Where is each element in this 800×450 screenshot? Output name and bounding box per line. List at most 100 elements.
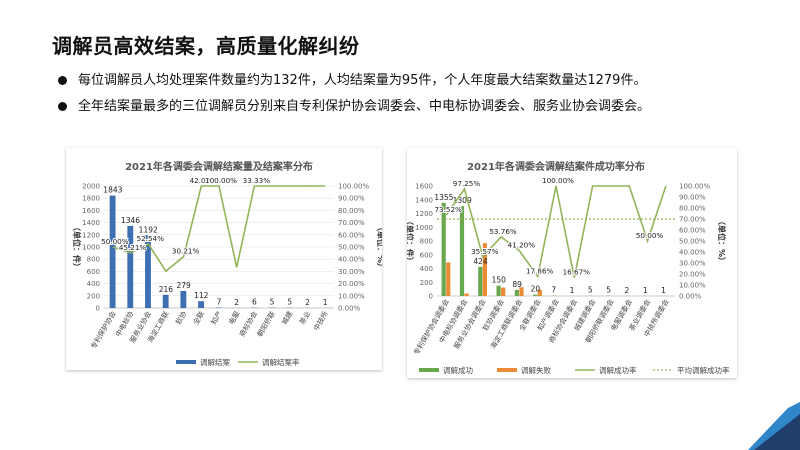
y-tick-label-left: 400 (87, 280, 100, 288)
y-tick-label-right: 10.00% (679, 282, 706, 290)
rate-value-label: 100.00% (542, 176, 574, 185)
bar (180, 290, 187, 308)
bar-value-label: 7 (551, 286, 556, 295)
y-axis-label-left: （单位：件） (72, 223, 82, 271)
bar-value-label: 279 (176, 281, 191, 290)
y-tick-label-left: 200 (420, 279, 433, 287)
bar (478, 266, 483, 296)
y-tick-label-right: 60.00% (338, 231, 365, 239)
bar (501, 287, 506, 296)
bar-value-label: 1309 (453, 196, 472, 205)
rate-value-label: 45.21% (119, 243, 147, 252)
bar-value-label: 89 (512, 280, 522, 289)
bar-value-label: 112 (194, 291, 209, 300)
legend-label: 平均调解成功率 (677, 365, 730, 375)
bar-value-label: 5 (270, 298, 275, 307)
category-label: 软协 (174, 310, 189, 327)
bar-value-label: 2 (234, 298, 239, 307)
y-tick-label-left: 200 (87, 292, 100, 300)
bar (519, 287, 524, 296)
bar-value-label: 1 (570, 286, 575, 295)
rate-value-label: 50.00% (101, 237, 129, 246)
y-tick-label-right: 10.00% (338, 292, 365, 300)
rate-value-label: 50.00% (636, 231, 664, 240)
rate-value-label: 16.67% (563, 268, 591, 277)
bar (198, 301, 204, 308)
legend-swatch (176, 360, 196, 364)
chart-success-svg: 2021年各调委会调解结案件成功率分布020040060080010001200… (407, 160, 730, 375)
bar-value-label: 1 (643, 286, 648, 295)
bar (446, 262, 451, 296)
y-tick-label-right: 90.00% (679, 194, 706, 202)
rate-value-label: 42.08% (190, 176, 218, 185)
bar-value-label: 1 (323, 298, 328, 307)
bar (127, 225, 134, 308)
y-tick-label-left: 800 (87, 256, 100, 264)
y-tick-label-right: 70.00% (679, 216, 706, 224)
y-tick-label-right: 40.00% (679, 249, 706, 257)
category-label: 全联 (191, 310, 206, 327)
bar-value-label: 2 (305, 298, 310, 307)
bullet-list: 每位调解员人均处理案件数量约为132件，人均结案量为95件，个人年度最大结案数量… (58, 68, 778, 120)
y-tick-label-right: 100.00% (679, 183, 710, 191)
y-tick-label-left: 1200 (415, 210, 433, 218)
bullet-dot-icon (58, 76, 67, 85)
bar (464, 293, 469, 296)
y-tick-label-left: 800 (420, 238, 433, 246)
page-title: 调解员高效结案，高质量化解纠纷 (52, 34, 360, 58)
bar (162, 294, 169, 308)
rate-value-label: 33.33% (243, 176, 271, 185)
y-tick-label-right: 0.00% (338, 305, 361, 313)
bar-value-label: 1 (661, 286, 666, 295)
y-tick-label-left: 600 (420, 251, 433, 259)
bar (145, 235, 151, 308)
category-label: 城建 (280, 310, 295, 327)
rate-value-label: 53.76% (489, 227, 517, 236)
bar (109, 195, 116, 308)
rate-value-label: 17.86% (526, 266, 554, 275)
rate-value-label: 41.20% (508, 241, 536, 250)
y-tick-label-right: 20.00% (338, 280, 365, 288)
y-tick-label-right: 50.00% (338, 244, 365, 252)
y-tick-label-right: 40.00% (338, 256, 365, 264)
bar (459, 206, 465, 296)
corner-decoration-right (748, 402, 800, 450)
y-tick-label-left: 1000 (82, 244, 100, 252)
bar-value-label: 7 (217, 298, 222, 307)
rate-value-label: 73.52% (434, 205, 462, 214)
y-tick-label-left: 1200 (82, 231, 100, 239)
legend-label: 调解结案率 (262, 357, 300, 367)
bar-value-label: 1355 (434, 193, 453, 202)
bar-value-label: 5 (588, 286, 593, 295)
bar-value-label: 5 (606, 286, 611, 295)
category-label: 知产 (209, 310, 224, 327)
legend-label: 调解成功率 (599, 365, 637, 375)
y-tick-label-left: 1000 (415, 224, 433, 232)
category-label: 茶业 (297, 310, 312, 327)
rate-value-label: 35.57% (471, 247, 499, 256)
y-tick-label-left: 1600 (82, 207, 100, 215)
chart-title: 2021年各调委会调解结案量及结案率分布 (125, 160, 313, 173)
bar-value-label: 2 (625, 286, 630, 295)
bar-value-label: 20 (531, 285, 541, 294)
y-tick-label-right: 30.00% (338, 268, 365, 276)
chart-closure-rate: 2021年各调委会调解结案量及结案率分布 0 200 400 600 800 1000 120… (66, 148, 382, 370)
y-tick-label-left: 600 (87, 268, 100, 276)
category-label: 电服 (227, 310, 242, 327)
bar-value-label: 6 (252, 298, 257, 307)
bar-value-label: 424 (473, 257, 488, 266)
rate-value-label: 100.00% (205, 176, 237, 185)
bullet-item: 全年结案量最多的三位调解员分别来自专利保护协会调委会、中电标协调委会、服务业协会… (58, 94, 778, 120)
y-tick-label-right: 60.00% (679, 227, 706, 235)
legend-swatch (419, 368, 439, 372)
bar-value-label: 1843 (103, 186, 122, 195)
rate-value-label: 52.54% (137, 234, 165, 243)
chart-success-rate: 2021年各调委会调解结案件成功率分布 0 200 400 600 800 1000 1200… (407, 148, 737, 378)
y-tick-label-right: 50.00% (679, 238, 706, 246)
category-label: 专利保护协会 (89, 310, 118, 351)
bar (441, 202, 446, 296)
y-tick-label-left: 1400 (82, 219, 100, 227)
y-axis-label-right: （单位：%） (717, 217, 727, 265)
bar-value-label: 1192 (139, 225, 158, 234)
y-axis-label-right: （单位：%） (376, 223, 382, 271)
